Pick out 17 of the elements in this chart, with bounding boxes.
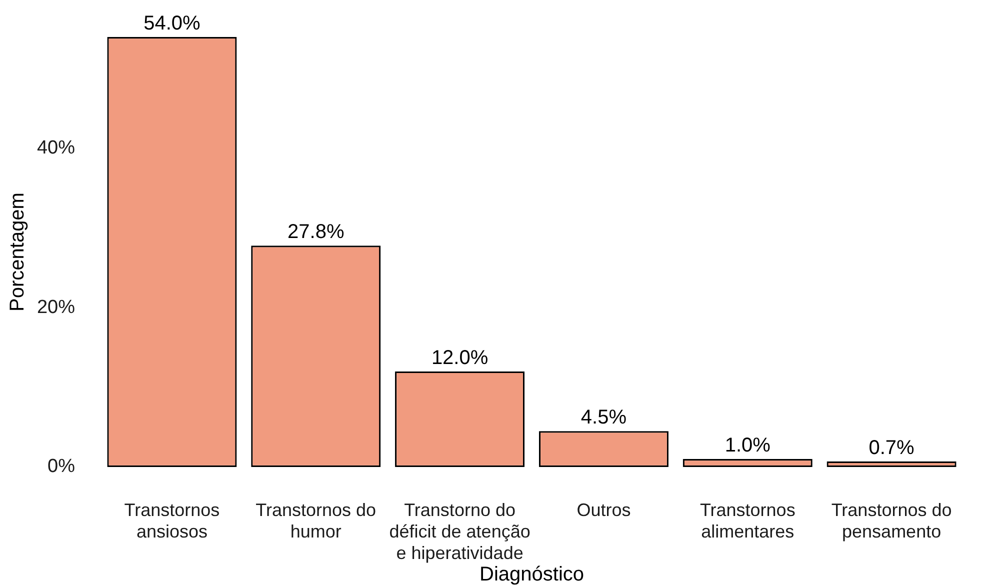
data-label: 0.7%: [868, 436, 915, 459]
x-axis-title: Diagnóstico: [480, 564, 584, 586]
y-tick-label: 20%: [36, 296, 76, 318]
data-label: 4.5%: [580, 406, 627, 429]
y-tick-label: 0%: [48, 456, 76, 478]
data-label: 54.0%: [144, 12, 201, 35]
x-tick-label: Transtornos do pensamento: [831, 500, 952, 542]
y-axis-title: Porcentagem: [6, 192, 29, 312]
x-tick-label: Transtornos alimentares: [700, 500, 796, 542]
data-label: 27.8%: [288, 221, 344, 244]
x-tick-label: Outros: [576, 500, 631, 520]
x-tick-label: Transtorno do déficit de atenção e hiperatividade: [389, 500, 530, 563]
x-tick-label: Transtornos ansiosos: [124, 500, 220, 542]
data-label: 12.0%: [431, 346, 488, 369]
y-tick-label: 40%: [36, 138, 76, 159]
x-tick-label: Transtornos do humor: [256, 500, 376, 542]
data-label: 1.0%: [724, 434, 771, 457]
